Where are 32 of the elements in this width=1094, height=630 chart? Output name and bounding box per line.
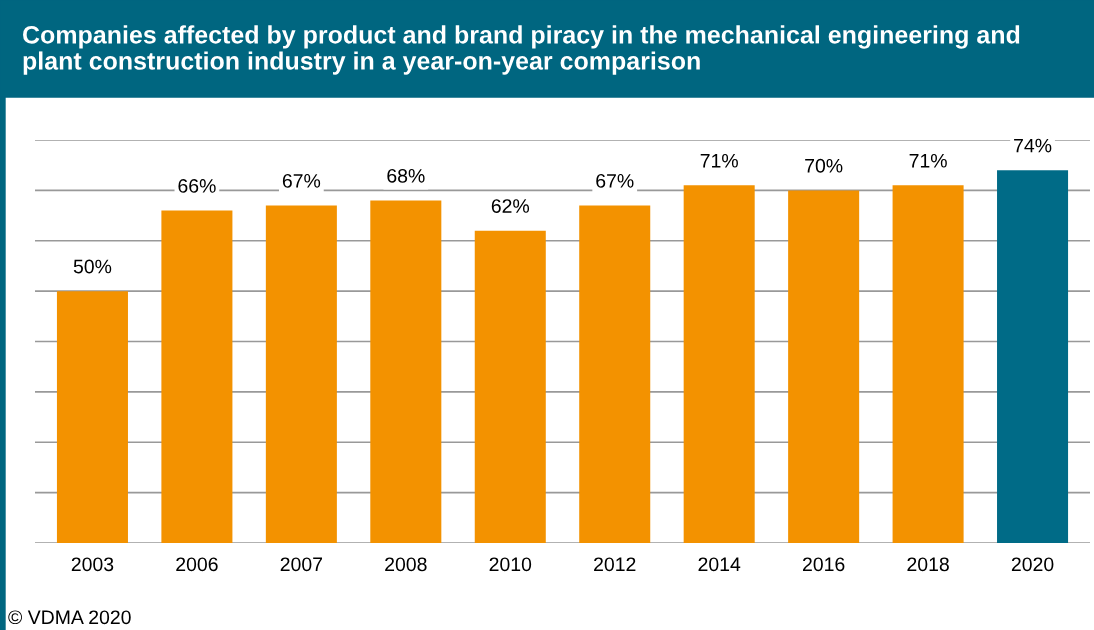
x-tick-label: 2010 [489, 557, 532, 572]
x-tick-label: 2006 [176, 557, 218, 572]
bar [579, 205, 651, 543]
x-tick-label: 2003 [71, 557, 114, 572]
bar [474, 230, 546, 543]
bar [161, 210, 233, 543]
bar [788, 190, 860, 543]
chart-title: Companies affected by product and brand piracy in the mechanical engineering and plant construction industry in a year-on-year comparison [23, 25, 1020, 75]
x-tick-label: 2007 [280, 557, 323, 572]
text: © VDMA 2020 [8, 610, 131, 625]
data-label: 68% [387, 168, 425, 183]
data-label: 74% [1014, 138, 1052, 153]
x-tick-label: 2012 [594, 557, 636, 572]
bar [56, 291, 128, 543]
bar [997, 170, 1069, 543]
bar [370, 200, 442, 543]
bar [683, 185, 755, 543]
x-tick-label: 2018 [907, 557, 949, 572]
bar [265, 205, 337, 543]
x-tick-label: 2016 [802, 557, 845, 572]
data-label: 71% [700, 153, 738, 168]
bar [892, 185, 964, 543]
data-label: 66% [178, 179, 216, 193]
data-label: 70% [805, 158, 843, 173]
x-tick-label: 2020 [1011, 557, 1054, 572]
x-tick-label: 2014 [698, 557, 741, 572]
data-label: 67% [282, 173, 321, 188]
data-label: 62% [491, 199, 530, 213]
data-label: 71% [909, 153, 947, 168]
x-tick-label: 2008 [385, 557, 427, 572]
data-label: 67% [596, 173, 634, 188]
data-label: 50% [73, 259, 112, 274]
